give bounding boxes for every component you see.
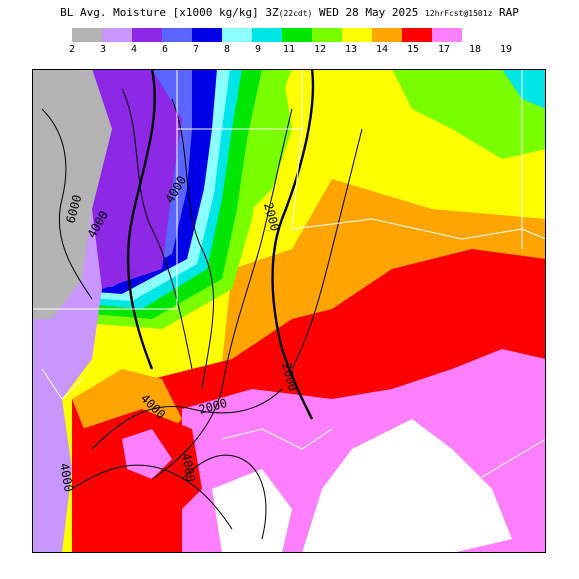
legend-tick-label: 2	[68, 44, 76, 55]
legend-swatch	[372, 28, 402, 42]
title-local-time: (22cdt)	[278, 9, 313, 18]
state-boundary	[221, 428, 333, 450]
contour-lines-bold	[126, 69, 315, 420]
moisture-field-white-sw	[212, 469, 292, 553]
contour-line	[121, 88, 193, 370]
legend-swatch	[162, 28, 192, 42]
contour-line	[151, 108, 293, 480]
title-main: BL Avg. Moisture [x1000 kg/kg] 3Z	[60, 6, 279, 19]
legend-tick-label: 8	[223, 44, 231, 55]
state-boundary	[32, 69, 178, 310]
legend-tick-label: 12	[313, 44, 327, 55]
legend-tick-label: 14	[375, 44, 389, 55]
contour-line-bold	[271, 69, 315, 420]
legend-tick-label: 13	[344, 44, 358, 55]
contour-line	[291, 128, 363, 370]
chart-title: BL Avg. Moisture [x1000 kg/kg] 3Z(22cdt)…	[0, 6, 579, 19]
title-date: WED 28 May 2025	[318, 6, 419, 19]
moisture-map: 6000 4000 4000 2000 2000 4000 2000 4000 …	[32, 69, 546, 553]
legend-tick-label: 11	[282, 44, 296, 55]
legend-tick-label: 9	[254, 44, 262, 55]
legend-swatch	[102, 28, 132, 42]
legend-tick-label: 19	[499, 44, 513, 55]
contour-label: 4000	[57, 462, 76, 493]
state-boundary	[41, 368, 83, 400]
state-boundary	[291, 128, 546, 240]
legend-swatch	[402, 28, 432, 42]
state-boundary	[411, 438, 546, 510]
legend-swatch	[222, 28, 252, 42]
legend-tick-label: 3	[99, 44, 107, 55]
legend-swatch	[432, 28, 462, 42]
legend-tick-label: 17	[437, 44, 451, 55]
legend-tick-label: 4	[130, 44, 138, 55]
legend-swatch	[282, 28, 312, 42]
legend-tick-label: 7	[192, 44, 200, 55]
legend-swatch	[252, 28, 282, 42]
contour-line	[171, 98, 214, 390]
title-forecast: 12hrFcst@1501z	[424, 9, 493, 18]
contour-line-bold	[126, 69, 156, 370]
map-frame	[32, 69, 546, 553]
moisture-field-gray	[32, 69, 112, 319]
contour-line	[181, 454, 267, 540]
moisture-field-white	[302, 419, 512, 553]
legend-swatch	[132, 28, 162, 42]
boundary-lines	[32, 69, 546, 510]
moisture-field-cyan-ne	[502, 69, 546, 109]
legend-swatch	[342, 28, 372, 42]
color-legend-labels: 2 3 4 6 7 8 9 11 12 13 14 15 17 18 19	[69, 44, 522, 58]
legend-swatch	[312, 28, 342, 42]
legend-swatch	[72, 28, 102, 42]
contour-lines	[41, 88, 363, 540]
legend-tick-label: 6	[161, 44, 169, 55]
color-legend	[72, 28, 462, 42]
legend-tick-label: 18	[468, 44, 482, 55]
moisture-field-green-ne	[392, 69, 546, 159]
contour-line	[71, 464, 233, 530]
contour-label: 4000	[179, 452, 198, 483]
title-model: RAP	[499, 6, 519, 19]
legend-swatch	[192, 28, 222, 42]
contour-line	[41, 108, 93, 300]
moisture-field-magenta-sw	[122, 429, 172, 479]
legend-tick-label: 15	[406, 44, 420, 55]
contour-line	[91, 388, 283, 450]
